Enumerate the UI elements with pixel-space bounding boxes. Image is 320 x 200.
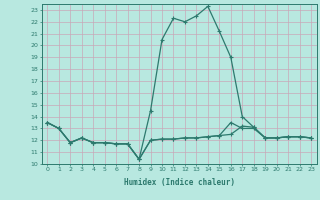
X-axis label: Humidex (Indice chaleur): Humidex (Indice chaleur) xyxy=(124,178,235,187)
